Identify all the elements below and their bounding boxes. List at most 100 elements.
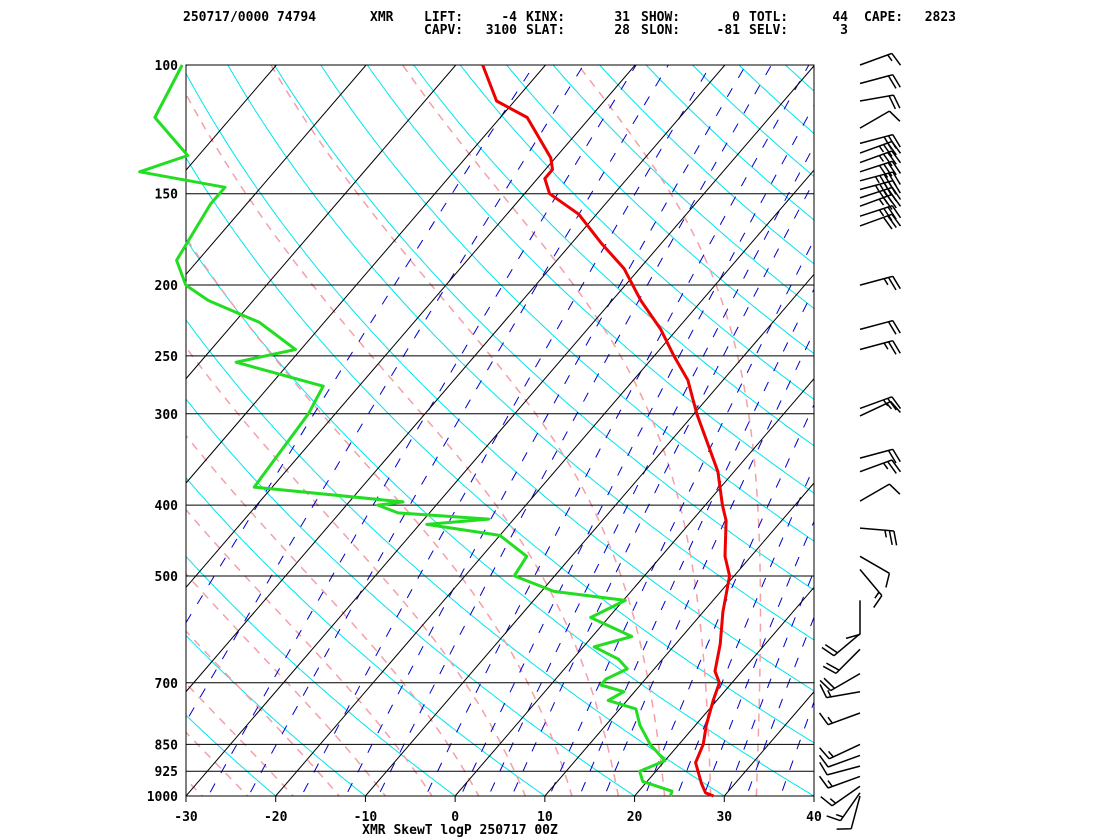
- wind-barb: [818, 754, 861, 768]
- wind-barb: [859, 339, 901, 355]
- mixing-ratio-line: [548, 239, 814, 796]
- dry-adiabat: [738, 65, 814, 135]
- isotherm: [275, 169, 814, 796]
- mixing-ratio-line: [511, 180, 814, 796]
- index-show-label: SHOW:: [641, 10, 681, 25]
- index-slon-label: SLON:: [641, 23, 681, 38]
- wind-barb: [859, 396, 902, 411]
- wind-barb: [826, 792, 861, 822]
- pressure-tick-label: 850: [155, 738, 179, 753]
- wind-barb: [859, 140, 902, 157]
- dry-adiabat: [186, 714, 277, 796]
- isotherm: [186, 65, 546, 484]
- wind-barb: [859, 527, 898, 546]
- moist-adiabat: [186, 778, 204, 796]
- index-kinx-label: KINX:: [526, 10, 566, 25]
- isotherm: [0, 65, 7, 796]
- wind-barb: [859, 133, 901, 150]
- wind-barb: [859, 179, 901, 197]
- mixing-ratio-line: [186, 65, 535, 624]
- isotherm: [186, 65, 636, 589]
- index-totl-value: 44: [832, 10, 848, 25]
- wind-barb: [859, 160, 902, 179]
- mixing-ratio-line: [746, 615, 814, 796]
- header-station-id: XMR: [370, 10, 394, 25]
- isotherm: [186, 65, 814, 796]
- dewpoint-profile-line: [138, 64, 674, 797]
- wind-barb: [859, 94, 901, 110]
- wind-barb: [859, 52, 902, 66]
- dry-adiabat: [366, 65, 814, 494]
- wind-barb: [859, 110, 901, 129]
- mixing-ratio-line: [644, 403, 814, 796]
- wind-barb: [859, 193, 902, 210]
- mixing-ratio-line: [460, 104, 814, 796]
- temperature-tick-label: 0: [451, 810, 459, 825]
- wind-barb: [859, 213, 902, 230]
- wind-barb: [859, 73, 901, 89]
- temperature-tick-label: 20: [627, 810, 643, 825]
- pressure-tick-label: 400: [155, 499, 179, 514]
- wind-barb: [819, 762, 861, 776]
- mixing-ratio-line: [207, 65, 637, 796]
- index-kinx-value: 31: [614, 10, 630, 25]
- header-datetime-station: 250717/0000 74794: [183, 10, 317, 25]
- mixing-ratio-line: [603, 330, 814, 796]
- pressure-tick-label: 500: [155, 570, 179, 585]
- moist-adiabat: [186, 508, 433, 796]
- pressure-tick-label: 1000: [147, 790, 178, 805]
- temperature-tick-label: -30: [174, 810, 198, 825]
- mixing-ratio-line: [703, 520, 814, 796]
- wind-barb: [859, 569, 883, 609]
- isotherm: [365, 273, 814, 796]
- wind-barb: [821, 633, 861, 657]
- wind-barb: [859, 459, 902, 474]
- index-cape-value: 2823: [924, 10, 956, 25]
- dry-adiabat: [832, 65, 1120, 796]
- isotherm: [723, 690, 814, 796]
- dry-adiabat: [227, 65, 814, 641]
- moist-adiabat: [186, 572, 387, 796]
- wind-barb: [819, 743, 861, 760]
- wind-barb: [822, 648, 861, 675]
- moist-adiabat: [577, 65, 762, 796]
- mixing-ratio-line: [780, 700, 814, 796]
- dry-adiabat: [459, 65, 814, 400]
- isotherm: [454, 377, 814, 796]
- index-slat-label: SLAT:: [526, 23, 566, 38]
- moist-adiabat: [186, 92, 620, 796]
- moist-adiabat: [186, 630, 341, 796]
- mixing-ratio-line: [186, 65, 585, 723]
- wind-barb: [859, 400, 901, 417]
- wind-barb: [859, 483, 901, 502]
- wind-barb: [859, 555, 891, 588]
- mixing-ratio-line: [578, 288, 814, 796]
- mixing-ratio-line: [345, 65, 747, 796]
- index-slat-value: 28: [614, 23, 630, 38]
- wind-barb: [859, 275, 901, 291]
- wind-barb-column: [818, 52, 902, 830]
- wind-barb: [836, 795, 861, 830]
- dry-adiabat: [599, 65, 814, 265]
- moist-adiabat: [401, 65, 712, 796]
- mixing-ratio-line: [247, 65, 669, 796]
- temperature-tick-label: 30: [716, 810, 732, 825]
- wind-barb: [845, 600, 861, 640]
- moist-adiabat: [186, 236, 573, 796]
- pressure-tick-label: 250: [155, 350, 179, 365]
- temperature-profile-line: [481, 64, 732, 798]
- isotherm: [186, 65, 367, 276]
- index-selv-label: SELV:: [749, 23, 789, 38]
- mixing-ratio-line: [676, 465, 814, 796]
- mixing-ratio-line: [300, 65, 712, 796]
- isotherm: [634, 586, 814, 796]
- moist-adiabat: [186, 682, 295, 796]
- pressure-tick-label: 150: [155, 188, 179, 203]
- index-lift-label: LIFT:: [424, 10, 464, 25]
- temperature-tick-label: -10: [354, 810, 378, 825]
- dry-adiabat: [413, 65, 814, 447]
- wind-barb: [859, 448, 901, 464]
- moist-adiabat: [186, 434, 480, 796]
- dry-adiabat: [186, 555, 456, 796]
- temperature-tick-label: -20: [264, 810, 288, 825]
